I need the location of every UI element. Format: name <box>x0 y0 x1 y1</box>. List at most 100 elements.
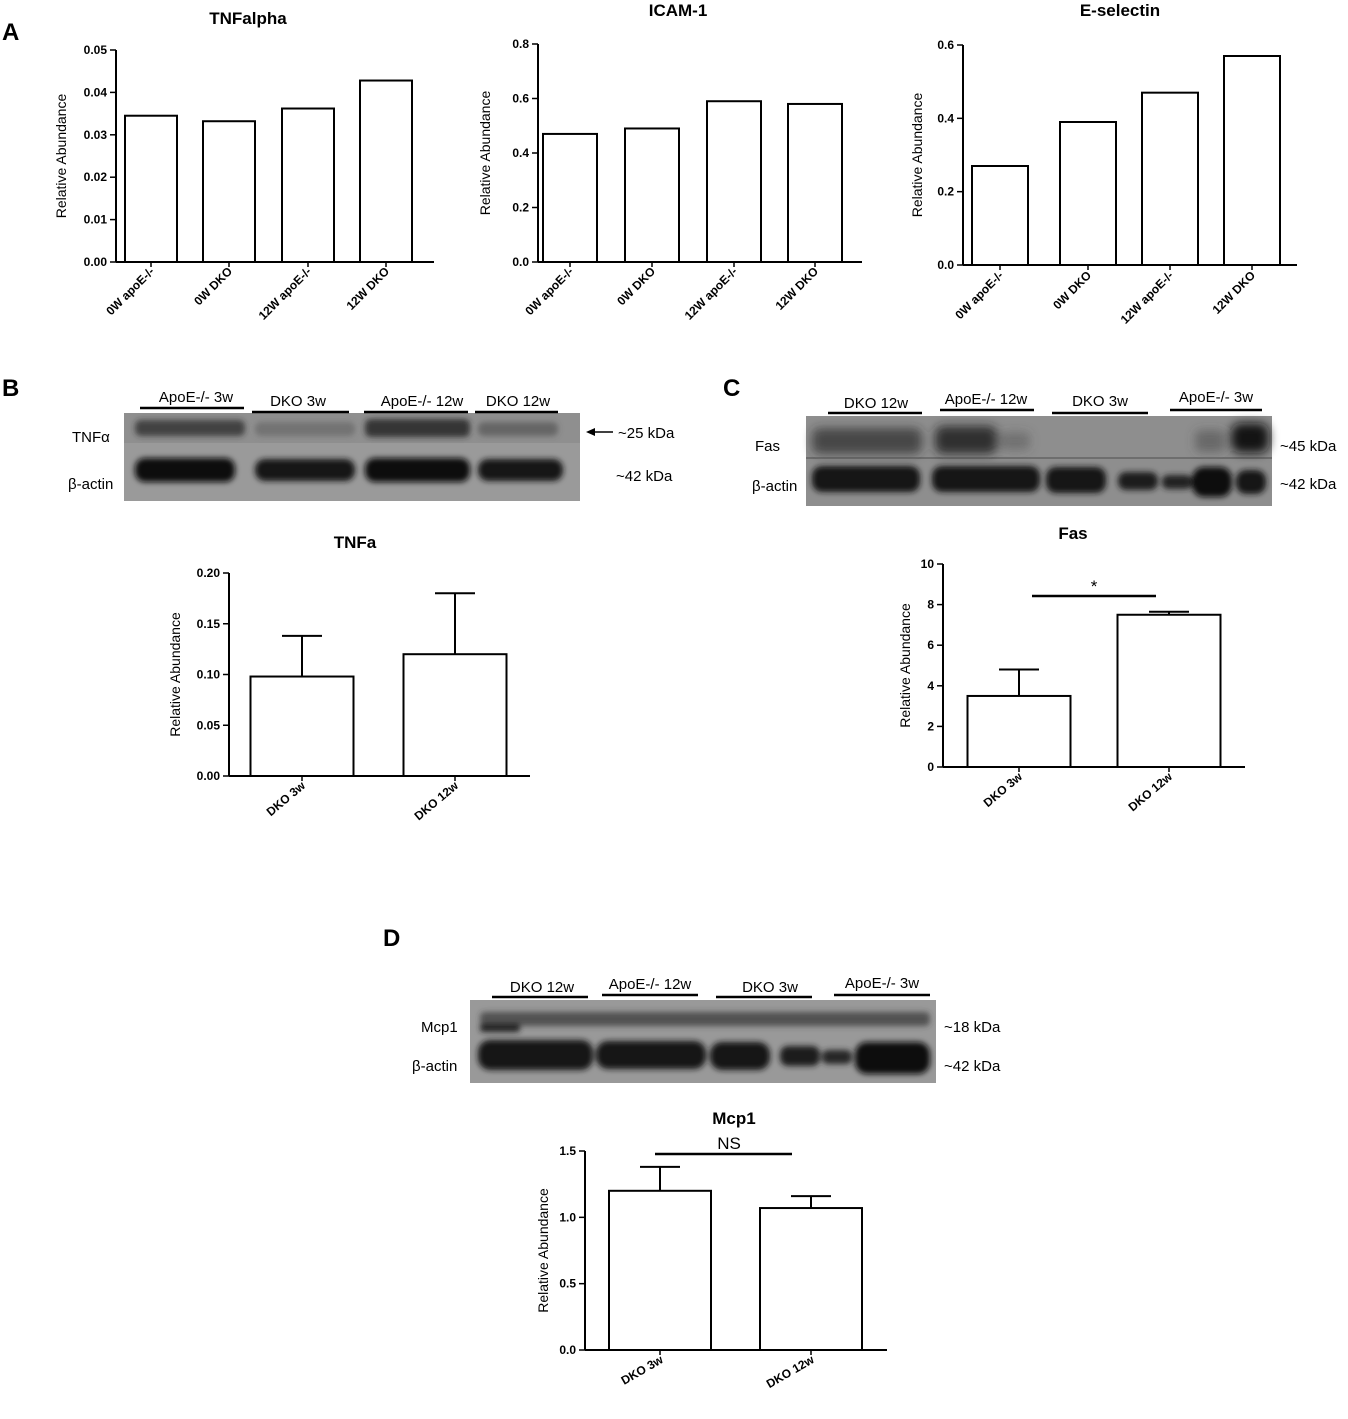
y-tick-label-tnfa: 0.05 <box>197 718 221 732</box>
blot-c-group-3: DKO 3w <box>1072 393 1128 410</box>
western-blot-c <box>806 416 1272 506</box>
panel-label-c: C <box>723 375 740 402</box>
bar-fas-0 <box>966 694 1072 769</box>
category-label-tnfa: DKO 12w <box>412 778 462 823</box>
blot-b-size-1: ~25 kDa <box>618 425 675 442</box>
bar-eselectin-2 <box>1141 91 1199 266</box>
y-tick-label-mcp1: 1.5 <box>559 1144 576 1158</box>
category-label-tnfalpha: 0W apoE-/- <box>103 264 157 318</box>
blot-d-group-3: DKO 3w <box>742 979 798 996</box>
y-axis-label-eselectin: Relative Abundance <box>909 93 925 218</box>
panel-label-a: A <box>2 19 19 46</box>
y-tick-label-eselectin: 0.6 <box>937 38 954 52</box>
chart-fas: Fas Relative Abundance 0 2 4 6 8 10 DKO 3w DKO 12… <box>897 524 1245 814</box>
y-axis-label-tnfa: Relative Abundance <box>167 612 183 737</box>
y-tick-label-eselectin: 0.2 <box>937 185 954 199</box>
category-label-mcp1: DKO 3w <box>619 1352 666 1387</box>
western-blot-b <box>124 413 613 501</box>
blot-c-row-actin: β-actin <box>752 478 797 495</box>
y-tick-label-icam1: 0.4 <box>512 146 529 160</box>
category-label-icam1: 0W apoE-/- <box>522 264 576 318</box>
blot-b-group-1: ApoE-/- 3w <box>159 389 233 406</box>
bar-tnfalpha-1 <box>202 120 256 264</box>
bar-eselectin-0 <box>971 165 1029 266</box>
chart-title-fas: Fas <box>1058 524 1087 543</box>
blot-c-group-2: ApoE-/- 12w <box>945 391 1028 408</box>
y-tick-label-tnfa: 0.15 <box>197 617 221 631</box>
y-axis-label-mcp1: Relative Abundance <box>535 1188 551 1313</box>
y-tick-label-tnfalpha: 0.00 <box>84 255 108 269</box>
blot-b-tnf-bands <box>135 419 558 437</box>
category-label-tnfalpha: 12W apoE-/- <box>256 264 314 322</box>
blot-c-fas-bands <box>812 423 1269 454</box>
blot-d-group-2: ApoE-/- 12w <box>609 976 692 993</box>
y-tick-label-tnfalpha: 0.03 <box>84 128 108 142</box>
y-axis-label-fas: Relative Abundance <box>897 603 913 728</box>
y-tick-label-fas: 6 <box>927 638 934 652</box>
chart-title-tnfalpha: TNFalpha <box>209 9 287 28</box>
blot-d-mcp1-bands <box>480 1012 930 1032</box>
blot-c-size-2: ~42 kDa <box>1280 476 1337 493</box>
bar-tnfalpha-3 <box>359 79 413 263</box>
bar-icam1-1 <box>624 127 680 263</box>
blot-c-size-1: ~45 kDa <box>1280 438 1337 455</box>
blot-d-size-1: ~18 kDa <box>944 1019 1001 1036</box>
bar-eselectin-1 <box>1059 121 1117 266</box>
significance-label-mcp1: NS <box>717 1134 741 1153</box>
category-label-tnfalpha: 0W DKO <box>191 264 235 308</box>
y-tick-label-tnfalpha: 0.02 <box>84 170 108 184</box>
y-tick-label-tnfa: 0.00 <box>197 769 221 783</box>
category-label-eselectin: 0W apoE-/- <box>952 268 1006 322</box>
bar-mcp1-0 <box>608 1189 712 1352</box>
category-label-mcp1: DKO 12w <box>764 1352 817 1391</box>
blot-d-row-actin: β-actin <box>412 1058 457 1075</box>
y-tick-label-tnfalpha: 0.04 <box>84 85 108 99</box>
category-label-eselectin: 0W DKO <box>1050 268 1094 312</box>
bar-tnfa-0 <box>249 675 355 778</box>
blot-c-group-labels: DKO 12w ApoE-/- 12w DKO 3w ApoE-/- 3w Fa… <box>752 389 1337 495</box>
chart-title-tnfa: TNFa <box>334 533 377 552</box>
y-tick-label-eselectin: 0.4 <box>937 111 954 125</box>
blot-b-row-actin: β-actin <box>68 476 113 493</box>
y-axis-label-icam1: Relative Abundance <box>477 91 493 216</box>
category-label-tnfalpha: 12W DKO <box>344 264 393 313</box>
y-tick-label-tnfa: 0.10 <box>197 668 221 682</box>
y-tick-label-mcp1: 0.5 <box>559 1277 576 1291</box>
bar-mcp1-1 <box>759 1207 863 1351</box>
y-tick-label-tnfa: 0.20 <box>197 566 221 580</box>
blot-b-actin-bands <box>135 458 563 482</box>
blot-d-size-2: ~42 kDa <box>944 1058 1001 1075</box>
chart-title-icam1: ICAM-1 <box>649 1 708 20</box>
chart-title-eselectin: E-selectin <box>1080 1 1160 20</box>
bar-tnfalpha-0 <box>124 114 178 263</box>
blot-d-group-labels: DKO 12w ApoE-/- 12w DKO 3w ApoE-/- 3w Mc… <box>412 975 1001 1075</box>
blot-c-row-fas: Fas <box>755 438 780 455</box>
bar-icam1-0 <box>542 132 598 263</box>
blot-b-arrowhead <box>586 428 595 436</box>
y-tick-label-icam1: 0.8 <box>512 37 529 51</box>
bar-icam1-3 <box>787 102 843 263</box>
blot-b-group-4: DKO 12w <box>486 393 550 410</box>
y-tick-label-mcp1: 0.0 <box>559 1343 576 1357</box>
panel-label-d: D <box>383 925 400 952</box>
bar-tnfalpha-2 <box>281 107 335 264</box>
blot-b-row-tnf: TNFα <box>72 429 110 446</box>
blot-b-group-3: ApoE-/- 12w <box>381 393 464 410</box>
significance-label-fas: * <box>1091 577 1098 596</box>
category-label-tnfa: DKO 3w <box>264 778 309 819</box>
blot-c-actin-bands <box>812 466 1266 497</box>
category-label-eselectin: 12W DKO <box>1210 268 1259 317</box>
chart-icam1: ICAM-1 Relative Abundance 0.0 0.2 0.4 0.6 0.8 0… <box>477 1 862 323</box>
chart-title-mcp1: Mcp1 <box>712 1109 755 1128</box>
category-label-eselectin: 12W apoE-/- <box>1118 268 1176 326</box>
y-tick-label-fas: 2 <box>927 719 934 733</box>
panel-label-b: B <box>2 375 19 402</box>
blot-b-group-2: DKO 3w <box>270 393 326 410</box>
blot-d-group-1: DKO 12w <box>510 979 574 996</box>
blot-d-group-4: ApoE-/- 3w <box>845 975 919 992</box>
category-label-fas: DKO 12w <box>1126 769 1176 814</box>
y-tick-label-tnfalpha: 0.05 <box>84 43 108 57</box>
blot-c-group-4: ApoE-/- 3w <box>1179 389 1253 406</box>
bar-eselectin-3 <box>1223 55 1281 266</box>
